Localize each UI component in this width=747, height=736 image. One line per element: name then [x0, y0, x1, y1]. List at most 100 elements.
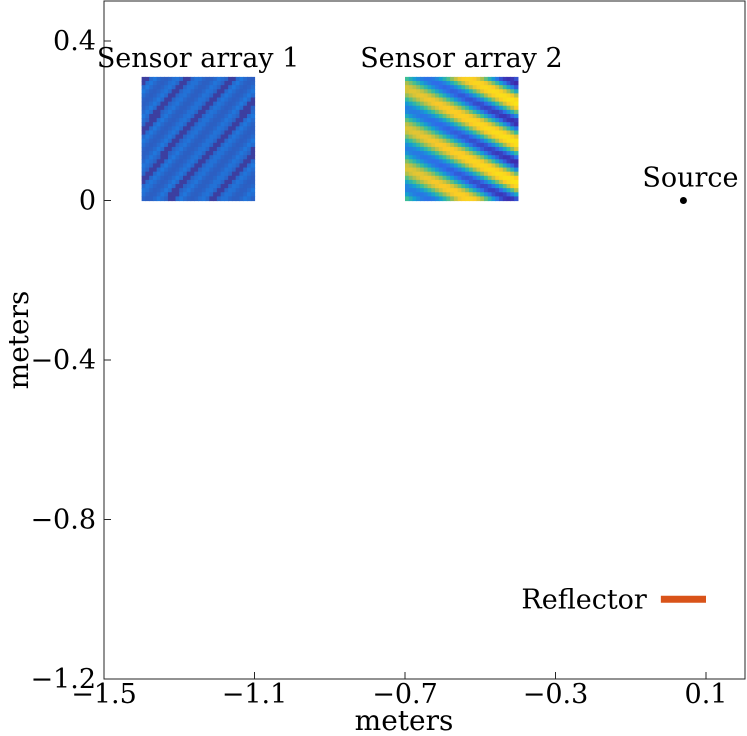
heatmap-cell — [186, 134, 192, 140]
heatmap-cell — [171, 130, 177, 136]
heatmap-cell — [484, 134, 489, 140]
heatmap-cell — [491, 196, 496, 202]
heatmap-cell — [141, 184, 146, 189]
heatmap-cell — [420, 142, 425, 148]
heatmap-cell — [476, 122, 481, 127]
heatmap-cell — [408, 151, 414, 156]
heatmap-cell — [205, 126, 210, 132]
heatmap-cell — [514, 188, 519, 193]
heatmap-cell — [179, 76, 184, 82]
heatmap-cell — [179, 93, 184, 99]
heatmap-cell — [235, 126, 241, 132]
heatmap-cell — [502, 93, 508, 99]
heatmap-cell — [484, 109, 489, 115]
heatmap-cell — [183, 101, 188, 107]
heatmap-cell — [175, 196, 180, 202]
heatmap-cell — [171, 188, 177, 193]
heatmap-cell — [186, 159, 192, 165]
heatmap-cell — [156, 85, 162, 90]
heatmap-cell — [246, 196, 252, 202]
heatmap-cell — [145, 171, 150, 177]
heatmap-cell — [465, 93, 470, 99]
heatmap-cell — [228, 105, 233, 111]
heatmap-cell — [446, 105, 451, 111]
heatmap-cell — [179, 151, 184, 156]
heatmap-cell — [442, 76, 447, 82]
heatmap-cell — [239, 142, 244, 148]
heatmap-cell — [250, 184, 256, 189]
heatmap-cell — [438, 179, 444, 185]
heatmap-cell — [246, 146, 252, 152]
heatmap-cell — [239, 184, 244, 189]
heatmap-cell — [465, 151, 470, 156]
heatmap-cell — [442, 175, 447, 181]
heatmap-cell — [179, 159, 184, 165]
heatmap-cell — [149, 81, 154, 86]
heatmap-cell — [183, 175, 188, 181]
heatmap-cell — [502, 122, 508, 127]
heatmap-cell — [487, 151, 493, 156]
heatmap-cell — [491, 109, 496, 115]
heatmap-cell — [461, 113, 466, 119]
heatmap-cell — [499, 113, 504, 119]
heatmap-cell — [160, 142, 165, 148]
heatmap-cell — [156, 105, 162, 111]
heatmap-cell — [510, 155, 515, 160]
heatmap-cell — [480, 175, 485, 181]
heatmap-cell — [446, 146, 451, 152]
heatmap-cell — [453, 109, 459, 115]
heatmap-cell — [484, 188, 489, 193]
heatmap-cell — [175, 151, 180, 156]
heatmap-cell — [164, 97, 169, 103]
heatmap-cell — [235, 179, 241, 185]
heatmap-cell — [205, 192, 210, 197]
heatmap-cell — [499, 126, 504, 132]
heatmap-cell — [156, 93, 162, 99]
heatmap-cell — [243, 126, 248, 132]
heatmap-cell — [239, 126, 244, 132]
heatmap-cell — [427, 126, 432, 132]
heatmap-cell — [190, 76, 195, 82]
heatmap-cell — [420, 171, 425, 177]
heatmap-cell — [491, 159, 496, 165]
heatmap-cell — [412, 105, 417, 111]
heatmap-cell — [446, 167, 451, 173]
heatmap-cell — [484, 184, 489, 189]
heatmap-cell — [231, 159, 237, 165]
heatmap-cell — [194, 155, 199, 160]
heatmap-cell — [183, 159, 188, 165]
heatmap-cell — [499, 134, 504, 140]
heatmap-cell — [446, 134, 451, 140]
heatmap-cell — [453, 163, 459, 169]
heatmap-cell — [502, 118, 508, 123]
heatmap-cell — [499, 76, 504, 82]
heatmap-cell — [179, 146, 184, 152]
heatmap-cell — [149, 97, 154, 103]
heatmap-cell — [205, 105, 210, 111]
heatmap-cell — [502, 188, 508, 193]
heatmap-cell — [243, 167, 248, 173]
heatmap-cell — [416, 167, 421, 173]
heatmap-cell — [231, 122, 237, 127]
heatmap-cell — [164, 192, 169, 197]
x-tick-label-1: −1.1 — [222, 679, 288, 710]
heatmap-cell — [246, 188, 252, 193]
heatmap-cell — [149, 179, 154, 185]
heatmap-cell — [446, 175, 451, 181]
heatmap-cell — [164, 109, 169, 115]
heatmap-cell — [416, 130, 421, 136]
heatmap-cell — [160, 89, 165, 94]
heatmap-cell — [450, 134, 455, 140]
heatmap-cell — [435, 196, 440, 202]
heatmap-cell — [431, 151, 436, 156]
heatmap-cell — [431, 81, 436, 86]
heatmap-cell — [152, 188, 158, 193]
heatmap-cell — [491, 146, 496, 152]
heatmap-cell — [220, 93, 225, 99]
heatmap-cell — [514, 93, 519, 99]
heatmap-cell — [145, 155, 150, 160]
heatmap-cell — [183, 138, 188, 144]
heatmap-cell — [442, 146, 447, 152]
heatmap-cell — [461, 126, 466, 132]
heatmap-cell — [495, 159, 500, 165]
